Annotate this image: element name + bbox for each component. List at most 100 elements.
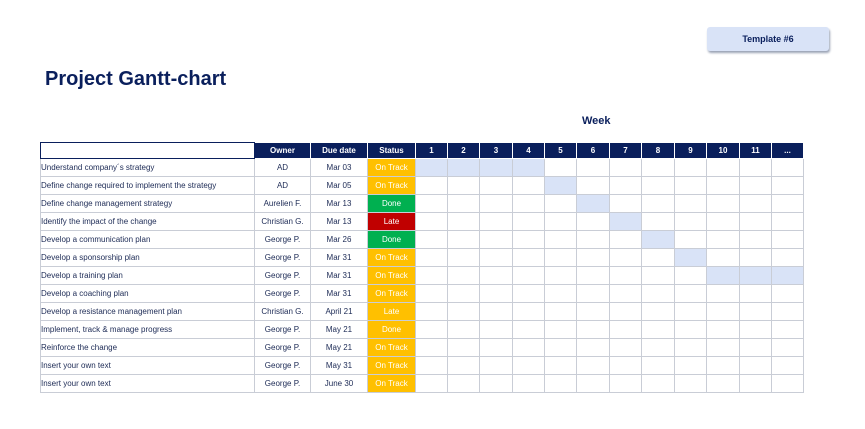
week-cell[interactable] <box>641 338 675 357</box>
week-cell[interactable] <box>641 284 675 303</box>
gantt-bar-cell[interactable] <box>544 176 577 195</box>
due-date-cell[interactable]: May 21 <box>310 338 368 357</box>
gantt-bar-cell[interactable] <box>771 266 804 285</box>
due-date-cell[interactable]: Mar 05 <box>310 176 368 195</box>
week-cell[interactable] <box>576 176 610 195</box>
owner-cell[interactable]: Aurelien F. <box>254 194 311 213</box>
week-cell[interactable] <box>415 284 448 303</box>
week-cell[interactable] <box>576 158 610 177</box>
week-cell[interactable] <box>739 284 772 303</box>
week-cell[interactable] <box>674 284 707 303</box>
task-cell[interactable]: Implement, track & manage progress <box>40 320 255 339</box>
week-cell[interactable] <box>447 212 480 231</box>
week-cell[interactable] <box>739 374 772 393</box>
week-cell[interactable] <box>641 356 675 375</box>
task-cell[interactable]: Develop a training plan <box>40 266 255 285</box>
week-cell[interactable] <box>706 158 740 177</box>
week-cell[interactable] <box>479 374 513 393</box>
week-cell[interactable] <box>609 176 642 195</box>
owner-cell[interactable]: George P. <box>254 248 311 267</box>
week-cell[interactable] <box>544 212 577 231</box>
owner-cell[interactable]: George P. <box>254 338 311 357</box>
week-cell[interactable] <box>706 356 740 375</box>
week-cell[interactable] <box>706 212 740 231</box>
due-date-cell[interactable]: April 21 <box>310 302 368 321</box>
due-date-cell[interactable]: Mar 31 <box>310 266 368 285</box>
week-cell[interactable] <box>609 194 642 213</box>
week-cell[interactable] <box>609 356 642 375</box>
week-cell[interactable] <box>415 212 448 231</box>
week-cell[interactable] <box>771 302 804 321</box>
week-cell[interactable] <box>544 266 577 285</box>
week-cell[interactable] <box>512 284 545 303</box>
owner-cell[interactable]: AD <box>254 176 311 195</box>
due-date-cell[interactable]: Mar 13 <box>310 194 368 213</box>
task-cell[interactable]: Define change required to implement the … <box>40 176 255 195</box>
task-cell[interactable]: Insert your own text <box>40 356 255 375</box>
week-cell[interactable] <box>739 248 772 267</box>
week-cell[interactable] <box>447 176 480 195</box>
week-cell[interactable] <box>544 158 577 177</box>
week-cell[interactable] <box>576 302 610 321</box>
task-cell[interactable]: Insert your own text <box>40 374 255 393</box>
week-cell[interactable] <box>641 374 675 393</box>
owner-cell[interactable]: George P. <box>254 266 311 285</box>
week-cell[interactable] <box>447 356 480 375</box>
week-cell[interactable] <box>641 194 675 213</box>
week-cell[interactable] <box>641 302 675 321</box>
week-cell[interactable] <box>609 302 642 321</box>
week-cell[interactable] <box>512 356 545 375</box>
week-cell[interactable] <box>641 212 675 231</box>
week-cell[interactable] <box>512 266 545 285</box>
week-cell[interactable] <box>512 338 545 357</box>
week-cell[interactable] <box>576 266 610 285</box>
gantt-bar-cell[interactable] <box>415 158 448 177</box>
week-cell[interactable] <box>479 302 513 321</box>
week-cell[interactable] <box>641 176 675 195</box>
week-cell[interactable] <box>706 302 740 321</box>
status-cell[interactable]: On Track <box>367 248 416 267</box>
gantt-bar-cell[interactable] <box>609 212 642 231</box>
week-cell[interactable] <box>479 248 513 267</box>
owner-cell[interactable]: George P. <box>254 320 311 339</box>
week-cell[interactable] <box>674 230 707 249</box>
status-cell[interactable]: Done <box>367 230 416 249</box>
week-cell[interactable] <box>609 248 642 267</box>
task-cell[interactable]: Understand company´s strategy <box>40 158 255 177</box>
week-cell[interactable] <box>674 320 707 339</box>
week-cell[interactable] <box>641 266 675 285</box>
week-cell[interactable] <box>674 338 707 357</box>
week-cell[interactable] <box>512 320 545 339</box>
task-cell[interactable]: Develop a resistance management plan <box>40 302 255 321</box>
status-cell[interactable]: On Track <box>367 266 416 285</box>
week-cell[interactable] <box>576 230 610 249</box>
week-cell[interactable] <box>576 248 610 267</box>
due-date-cell[interactable]: Mar 26 <box>310 230 368 249</box>
status-cell[interactable]: On Track <box>367 176 416 195</box>
gantt-bar-cell[interactable] <box>512 158 545 177</box>
week-cell[interactable] <box>576 338 610 357</box>
week-cell[interactable] <box>771 356 804 375</box>
week-cell[interactable] <box>544 194 577 213</box>
week-cell[interactable] <box>415 176 448 195</box>
week-cell[interactable] <box>447 248 480 267</box>
owner-cell[interactable]: Christian G. <box>254 212 311 231</box>
week-cell[interactable] <box>415 248 448 267</box>
week-cell[interactable] <box>739 230 772 249</box>
week-cell[interactable] <box>512 194 545 213</box>
week-cell[interactable] <box>544 248 577 267</box>
status-cell[interactable]: Done <box>367 194 416 213</box>
week-cell[interactable] <box>544 230 577 249</box>
week-cell[interactable] <box>479 284 513 303</box>
week-cell[interactable] <box>544 374 577 393</box>
task-cell[interactable]: Develop a sponsorship plan <box>40 248 255 267</box>
status-cell[interactable]: On Track <box>367 158 416 177</box>
owner-cell[interactable]: Christian G. <box>254 302 311 321</box>
week-cell[interactable] <box>771 320 804 339</box>
week-cell[interactable] <box>771 194 804 213</box>
task-cell[interactable]: Reinforce the change <box>40 338 255 357</box>
week-cell[interactable] <box>739 158 772 177</box>
week-cell[interactable] <box>576 212 610 231</box>
week-cell[interactable] <box>706 374 740 393</box>
week-cell[interactable] <box>771 284 804 303</box>
